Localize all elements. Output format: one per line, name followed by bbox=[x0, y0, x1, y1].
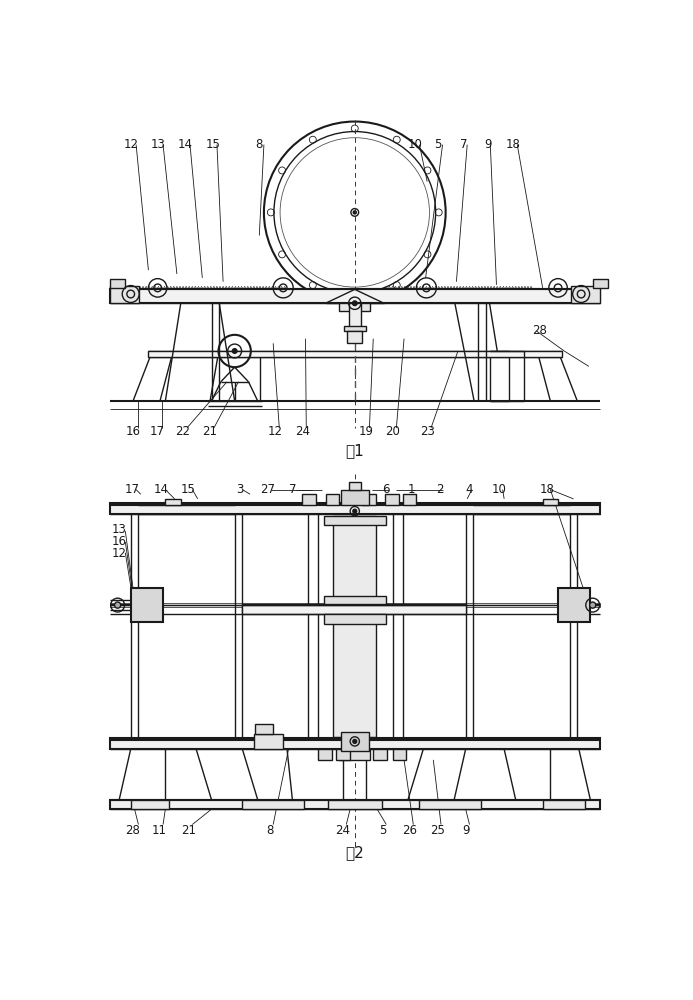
Text: 图1: 图1 bbox=[345, 444, 364, 459]
Text: 16: 16 bbox=[125, 425, 141, 438]
Text: 6: 6 bbox=[382, 483, 389, 496]
Circle shape bbox=[353, 739, 357, 743]
Bar bbox=[419, 800, 481, 809]
Text: 15: 15 bbox=[181, 483, 196, 496]
Text: 21: 21 bbox=[202, 425, 218, 438]
Bar bbox=[392, 749, 406, 760]
Text: 14: 14 bbox=[178, 138, 193, 151]
Bar bbox=[328, 800, 382, 809]
Text: 12: 12 bbox=[112, 547, 127, 560]
Text: 10: 10 bbox=[407, 138, 422, 151]
Bar bbox=[324, 596, 385, 604]
Bar bbox=[385, 494, 398, 505]
Text: 4: 4 bbox=[465, 483, 473, 496]
Bar bbox=[374, 749, 387, 760]
Bar bbox=[243, 800, 304, 809]
Text: 12: 12 bbox=[267, 425, 282, 438]
Bar bbox=[324, 614, 385, 624]
Bar bbox=[318, 749, 332, 760]
Bar bbox=[341, 490, 369, 505]
Text: 19: 19 bbox=[359, 425, 374, 438]
Bar bbox=[340, 303, 370, 311]
Text: 20: 20 bbox=[385, 425, 400, 438]
Text: 2: 2 bbox=[436, 483, 444, 496]
Circle shape bbox=[590, 602, 596, 608]
Bar bbox=[336, 749, 350, 760]
Bar bbox=[110, 800, 600, 809]
Text: 9: 9 bbox=[484, 138, 492, 151]
Text: 15: 15 bbox=[206, 138, 220, 151]
Text: 图2: 图2 bbox=[345, 846, 364, 861]
Text: 17: 17 bbox=[125, 483, 140, 496]
Text: 23: 23 bbox=[420, 425, 435, 438]
Bar bbox=[558, 588, 590, 622]
Bar bbox=[302, 494, 316, 505]
Text: 14: 14 bbox=[154, 483, 169, 496]
Bar bbox=[110, 279, 125, 288]
Text: 13: 13 bbox=[150, 138, 165, 151]
Circle shape bbox=[232, 349, 237, 353]
Text: 18: 18 bbox=[540, 483, 554, 496]
Bar bbox=[243, 604, 466, 614]
Bar bbox=[340, 749, 370, 760]
Bar bbox=[349, 482, 361, 490]
Text: 11: 11 bbox=[152, 824, 167, 837]
Bar bbox=[110, 503, 600, 514]
Bar bbox=[489, 351, 509, 401]
Text: 13: 13 bbox=[112, 523, 127, 536]
Text: 24: 24 bbox=[335, 824, 350, 837]
Circle shape bbox=[353, 509, 357, 513]
Bar bbox=[333, 616, 376, 737]
Text: 7: 7 bbox=[289, 483, 296, 496]
Bar bbox=[110, 286, 139, 303]
Text: 8: 8 bbox=[256, 138, 263, 151]
Text: 7: 7 bbox=[459, 138, 467, 151]
Text: 9: 9 bbox=[462, 824, 469, 837]
Bar bbox=[349, 303, 361, 328]
Bar bbox=[110, 289, 600, 303]
Bar bbox=[543, 499, 558, 505]
Text: 24: 24 bbox=[295, 425, 310, 438]
Text: 22: 22 bbox=[175, 425, 190, 438]
Bar bbox=[110, 603, 600, 607]
Text: 10: 10 bbox=[492, 483, 507, 496]
Text: 5: 5 bbox=[435, 138, 441, 151]
Text: 12: 12 bbox=[123, 138, 138, 151]
Text: 8: 8 bbox=[266, 824, 274, 837]
Bar bbox=[571, 286, 600, 303]
Bar bbox=[131, 800, 169, 809]
Bar bbox=[148, 351, 562, 357]
Text: 3: 3 bbox=[236, 483, 244, 496]
Bar bbox=[362, 494, 376, 505]
Text: 5: 5 bbox=[379, 824, 386, 837]
Bar bbox=[324, 516, 385, 525]
Bar bbox=[255, 724, 273, 734]
Text: 18: 18 bbox=[506, 138, 521, 151]
Bar bbox=[131, 588, 163, 622]
Circle shape bbox=[353, 301, 357, 306]
Text: 26: 26 bbox=[402, 824, 417, 837]
Bar bbox=[341, 732, 369, 751]
Bar bbox=[543, 800, 585, 809]
Bar bbox=[333, 516, 376, 602]
Text: 28: 28 bbox=[532, 324, 547, 337]
Bar bbox=[593, 279, 608, 288]
Circle shape bbox=[353, 211, 356, 214]
Bar bbox=[344, 326, 366, 331]
Text: 27: 27 bbox=[261, 483, 275, 496]
Text: 25: 25 bbox=[430, 824, 445, 837]
Text: 16: 16 bbox=[112, 535, 127, 548]
Text: 1: 1 bbox=[408, 483, 416, 496]
Text: 28: 28 bbox=[125, 824, 141, 837]
Bar bbox=[110, 738, 600, 749]
Circle shape bbox=[114, 602, 121, 608]
Bar bbox=[347, 331, 362, 343]
Bar bbox=[403, 494, 416, 505]
Bar bbox=[166, 499, 181, 505]
Text: 17: 17 bbox=[150, 425, 165, 438]
Bar bbox=[254, 734, 283, 749]
Bar bbox=[326, 494, 340, 505]
Text: 21: 21 bbox=[181, 824, 196, 837]
